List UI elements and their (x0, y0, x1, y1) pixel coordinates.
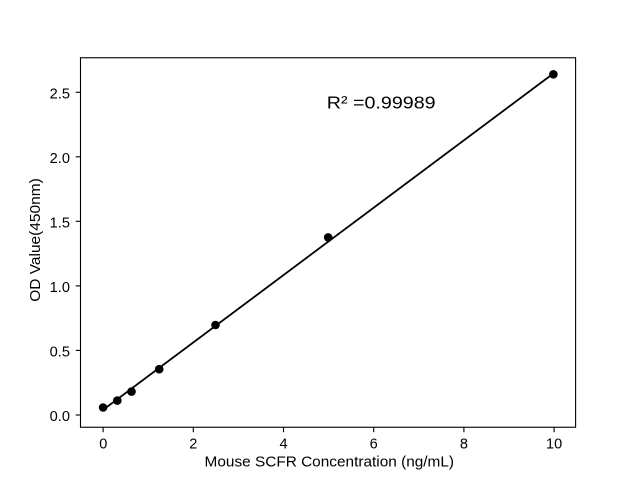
svg-text:4: 4 (279, 436, 287, 452)
svg-text:2.5: 2.5 (50, 86, 70, 102)
svg-text:2.0: 2.0 (50, 151, 70, 167)
svg-text:10: 10 (546, 436, 562, 452)
svg-text:0.0: 0.0 (50, 409, 70, 425)
svg-text:0: 0 (99, 436, 107, 452)
svg-text:OD Value(450nm): OD Value(450nm) (28, 178, 44, 302)
svg-text:1.0: 1.0 (50, 280, 70, 296)
svg-text:2: 2 (189, 436, 197, 452)
svg-text:1.5: 1.5 (50, 215, 70, 231)
svg-text:R² =0.99989: R² =0.99989 (327, 92, 436, 112)
svg-text:8: 8 (460, 436, 468, 452)
svg-text:Mouse SCFR Concentration (ng/m: Mouse SCFR Concentration (ng/mL) (205, 454, 455, 470)
svg-text:0.5: 0.5 (50, 344, 70, 360)
svg-text:6: 6 (370, 436, 378, 452)
